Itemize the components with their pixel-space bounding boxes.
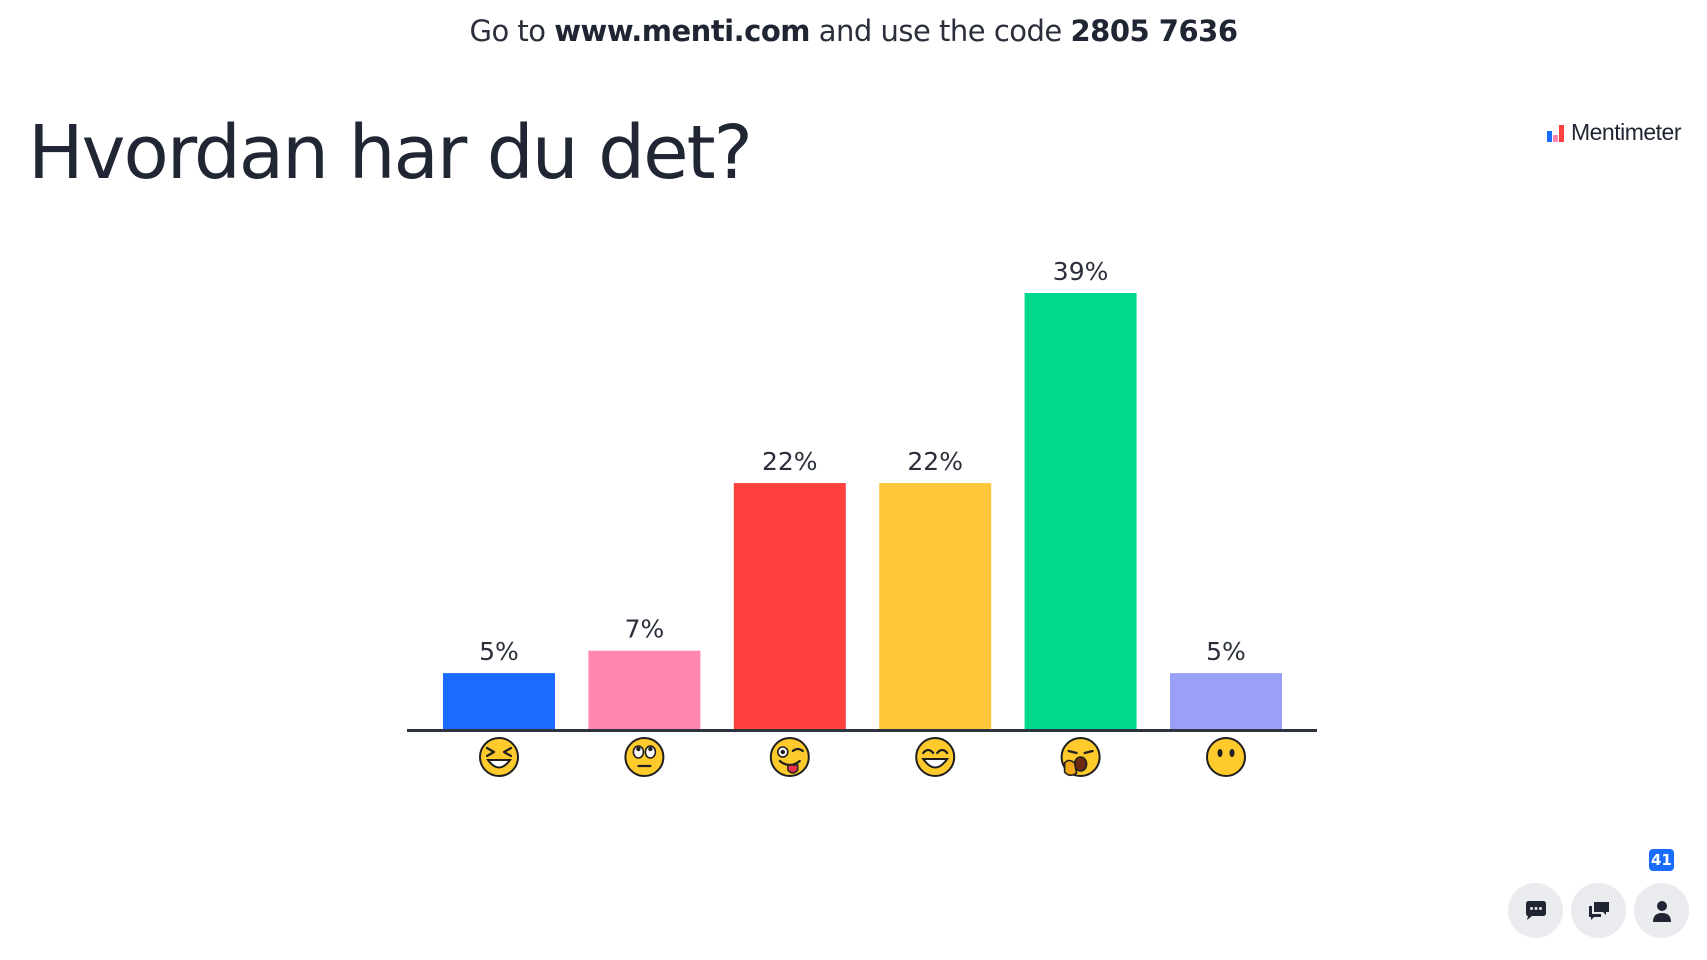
bar-yawning [1024, 293, 1137, 729]
bar-value-label: 5% [1206, 637, 1246, 666]
mentimeter-logo-text: Mentimeter [1570, 119, 1682, 145]
presenter-controls: 41 [1508, 849, 1689, 938]
bar-laughing-squint [443, 673, 555, 729]
bar-value-label: 22% [762, 447, 818, 476]
qa-button[interactable] [1571, 883, 1626, 938]
yawning-emoji-icon [1060, 737, 1101, 777]
join-instructions: Go to www.menti.com and use the code 280… [0, 14, 1707, 48]
participants-button[interactable]: 41 [1634, 849, 1689, 938]
mentimeter-logo-icon [1546, 124, 1564, 142]
no-mouth-emoji-icon [1206, 737, 1246, 777]
bar-value-label: 7% [625, 615, 665, 644]
bar-value-label: 5% [479, 637, 519, 666]
bar-winking-tongue [733, 483, 846, 729]
speech-bubbles-icon [1588, 901, 1609, 920]
bar-value-label: 22% [907, 447, 963, 476]
join-prefix: Go to [469, 14, 546, 48]
mentimeter-logo: Mentimeter [1546, 119, 1682, 146]
laughing-squint-emoji-icon [479, 737, 519, 777]
join-code: 2805 7636 [1070, 14, 1238, 48]
join-middle: and use the code [818, 14, 1063, 48]
grinning-emoji-icon [915, 737, 956, 777]
join-url[interactable]: www.menti.com [554, 14, 810, 48]
eye-roll-emoji-icon [624, 737, 665, 777]
results-bar-chart: 5% 7% 22% 22% 39% 5% [407, 257, 1317, 777]
question-title: Hvordan har du det? [28, 110, 753, 196]
winking-tongue-emoji-icon [769, 737, 810, 777]
bar-no-mouth [1170, 673, 1282, 729]
bar-eye-roll [588, 650, 701, 729]
bar-value-label: 39% [1053, 257, 1109, 286]
person-icon [1652, 900, 1671, 922]
bar-grinning [879, 483, 992, 729]
reactions-button[interactable] [1508, 883, 1563, 938]
chat-bubble-dots-icon [1525, 900, 1546, 920]
participant-count-badge: 41 [1649, 849, 1674, 871]
